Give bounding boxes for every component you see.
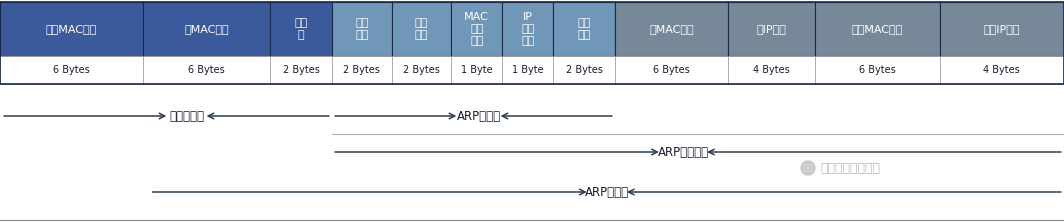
- Text: 4 Bytes: 4 Bytes: [753, 65, 789, 75]
- Bar: [0, 2, 1064, 84]
- Bar: [0, 56, 143, 84]
- Bar: [815, 2, 940, 56]
- Bar: [143, 2, 270, 56]
- Bar: [392, 2, 451, 56]
- Text: 6 Bytes: 6 Bytes: [653, 65, 689, 75]
- Bar: [451, 2, 502, 56]
- Text: ARP报文格式: ARP报文格式: [658, 146, 709, 159]
- Bar: [332, 56, 392, 84]
- Bar: [940, 56, 1064, 84]
- Bar: [270, 2, 332, 56]
- Circle shape: [801, 161, 815, 175]
- Text: 1 Byte: 1 Byte: [512, 65, 544, 75]
- Bar: [553, 56, 615, 84]
- Text: 6 Bytes: 6 Bytes: [859, 65, 896, 75]
- Text: 协议
类型: 协议 类型: [415, 18, 428, 40]
- Text: MAC
地址
长度: MAC 地址 长度: [464, 12, 489, 46]
- Bar: [502, 56, 553, 84]
- Text: 操作
类型: 操作 类型: [578, 18, 591, 40]
- Text: 目的MAC地址: 目的MAC地址: [46, 24, 97, 34]
- Bar: [0, 2, 143, 56]
- Text: IP
地址
长度: IP 地址 长度: [521, 12, 534, 46]
- Text: 2 Bytes: 2 Bytes: [566, 65, 602, 75]
- Bar: [143, 56, 270, 84]
- Text: 硬件
类型: 硬件 类型: [355, 18, 368, 40]
- Text: 6 Bytes: 6 Bytes: [53, 65, 89, 75]
- Text: ARP帧格式: ARP帧格式: [585, 185, 629, 198]
- Text: 2 Bytes: 2 Bytes: [403, 65, 439, 75]
- Text: 公众号・北汇信息: 公众号・北汇信息: [820, 162, 880, 174]
- Bar: [728, 2, 815, 56]
- Text: 2 Bytes: 2 Bytes: [283, 65, 319, 75]
- Text: 以太网帧头: 以太网帧头: [169, 110, 204, 123]
- Bar: [451, 56, 502, 84]
- Text: ARP报文头: ARP报文头: [456, 110, 500, 123]
- Text: 源MAC地址: 源MAC地址: [649, 24, 694, 34]
- Text: 目的MAC地址: 目的MAC地址: [851, 24, 903, 34]
- Text: 4 Bytes: 4 Bytes: [983, 65, 1020, 75]
- Bar: [270, 56, 332, 84]
- Text: 目的IP地址: 目的IP地址: [983, 24, 1020, 34]
- Text: 6 Bytes: 6 Bytes: [188, 65, 225, 75]
- Bar: [392, 56, 451, 84]
- Text: 帧类
型: 帧类 型: [295, 18, 307, 40]
- Text: 1 Byte: 1 Byte: [461, 65, 493, 75]
- Text: 源MAC地址: 源MAC地址: [184, 24, 229, 34]
- Text: 源IP地址: 源IP地址: [757, 24, 786, 34]
- Bar: [728, 56, 815, 84]
- Text: 2 Bytes: 2 Bytes: [344, 65, 380, 75]
- Bar: [502, 2, 553, 56]
- Bar: [940, 2, 1064, 56]
- Bar: [815, 56, 940, 84]
- Bar: [553, 2, 615, 56]
- Bar: [615, 56, 728, 84]
- Bar: [615, 2, 728, 56]
- Bar: [332, 2, 392, 56]
